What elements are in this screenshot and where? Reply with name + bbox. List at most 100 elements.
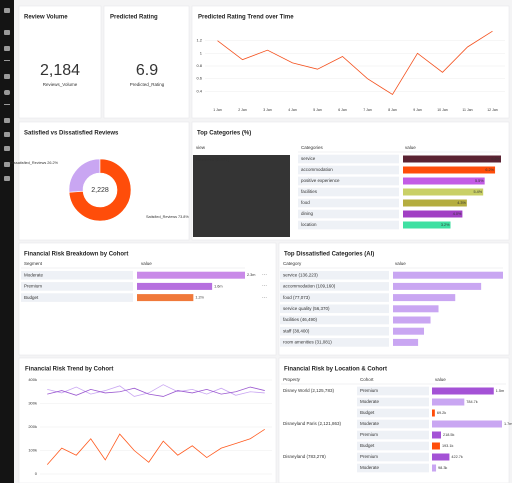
y-tick-label: 1.2 (196, 38, 202, 43)
column-header: value (141, 261, 152, 266)
bar (432, 409, 435, 417)
bar (432, 464, 437, 472)
row-cell (298, 165, 399, 175)
nav-icon[interactable] (4, 30, 10, 35)
nav-icon[interactable] (4, 132, 10, 137)
nav-icon[interactable] (4, 74, 10, 79)
chart-title: Satisfied vs Dissatisfied Reviews (24, 131, 119, 137)
row-cell (298, 220, 399, 230)
value-label: 1.5m (496, 389, 504, 393)
x-tick-label: 8 Jan (388, 108, 397, 112)
value-label: 69.2k (437, 411, 446, 415)
row-cell (357, 430, 429, 440)
chart-title: Top Categories (%) (197, 131, 251, 137)
x-tick-label: 7 Jan (363, 108, 372, 112)
row-label: service (301, 156, 316, 161)
value-label: 5.4% (474, 190, 483, 194)
nav-icon[interactable] (4, 46, 10, 51)
row-cell (21, 282, 133, 291)
x-tick-label: 2 Jan (238, 108, 247, 112)
row-label: facilities (301, 189, 318, 194)
row-label: room amenities (31,081) (283, 340, 332, 345)
nav-icon[interactable] (4, 104, 10, 105)
bar (393, 294, 456, 302)
row-label: food (301, 200, 310, 205)
nav-icon[interactable] (4, 162, 10, 167)
pie-slice (68, 158, 132, 222)
bar (432, 398, 465, 406)
view-block (193, 155, 290, 237)
slice-name: Dissatisfied_Reviews (10, 161, 46, 165)
column-header: Cohort (360, 377, 374, 382)
line-series (47, 386, 265, 397)
row-menu[interactable]: ⋯ (262, 284, 267, 290)
nav-icon[interactable] (4, 118, 10, 123)
value-label: 2.3m (247, 273, 255, 277)
y-tick-label: 1 (200, 50, 203, 55)
nav-icon[interactable] (4, 60, 10, 61)
row-label: service (136,223) (283, 272, 318, 277)
bar (403, 221, 451, 229)
row-label: dining (301, 211, 314, 216)
row-cell (298, 187, 399, 197)
y-tick-label: 0 (35, 471, 38, 476)
value-label: 5.5% (475, 179, 484, 183)
chart-title: Financial Risk Trend by Cohort (25, 367, 113, 373)
row-label: staff (38,400) (283, 328, 310, 333)
kpi-label: Reviews_Volume (43, 82, 78, 87)
kpi-title: Review Volume (24, 15, 68, 21)
row-cell (357, 441, 429, 451)
y-tick-label: 300k (28, 401, 37, 406)
nav-icon[interactable] (4, 8, 10, 13)
group-label: Disney World (2,125,783) (283, 388, 334, 393)
chart-title: Financial Risk Breakdown by Cohort (24, 252, 128, 258)
chart-title: Financial Risk by Location & Cohort (284, 367, 387, 373)
panel (103, 5, 190, 119)
row-cell (357, 397, 429, 407)
row-label: Premium (24, 284, 42, 289)
bar (137, 271, 245, 279)
row-cell (280, 304, 389, 314)
chart-title: Predicted Rating Trend over Time (198, 15, 294, 21)
column-header: Property (283, 377, 301, 382)
x-tick-label: 11 Jan (462, 108, 472, 112)
x-tick-label: 12 Jan (487, 108, 498, 112)
row-label: food (77,073) (283, 295, 310, 300)
column-header: value (395, 261, 406, 266)
row-cell (298, 176, 399, 186)
bar (393, 338, 419, 346)
row-label: positive experience (301, 178, 340, 183)
y-tick-label: 200k (28, 424, 37, 429)
row-cell (280, 293, 389, 302)
slice-value: 73.8% (178, 215, 189, 219)
row-label: service quality (56,370) (283, 306, 330, 311)
panel (191, 5, 510, 119)
row-label: Moderate (24, 272, 44, 277)
row-cell (280, 270, 389, 280)
row-label: Budget (360, 443, 375, 448)
row-cell (298, 154, 399, 164)
row-cell (357, 408, 429, 418)
x-tick-label: 1 Jan (213, 108, 222, 112)
row-menu[interactable]: ⋯ (262, 295, 267, 301)
row-cell (298, 198, 399, 208)
nav-icon[interactable] (4, 146, 10, 151)
row-label: Premium (360, 454, 378, 459)
x-tick-label: 4 Jan (288, 108, 297, 112)
column-header: value (435, 377, 446, 382)
line-series (217, 30, 493, 96)
row-label: Premium (360, 432, 378, 437)
panel (18, 357, 277, 483)
x-tick-label: 6 Jan (338, 108, 347, 112)
bar (403, 210, 463, 218)
y-tick-label: 0.8 (196, 63, 202, 68)
row-menu[interactable]: ⋯ (262, 273, 267, 279)
bar (393, 305, 439, 313)
slice-label: Dissatisfied_Reviews26.2% (10, 161, 58, 165)
row-label: accommodation (109,160) (283, 284, 336, 289)
nav-icon[interactable] (4, 90, 10, 95)
nav-icon[interactable] (4, 176, 10, 181)
value-label: 218.5k (443, 433, 455, 437)
y-tick-label: 0.4 (196, 88, 202, 93)
row-cell (280, 338, 389, 347)
